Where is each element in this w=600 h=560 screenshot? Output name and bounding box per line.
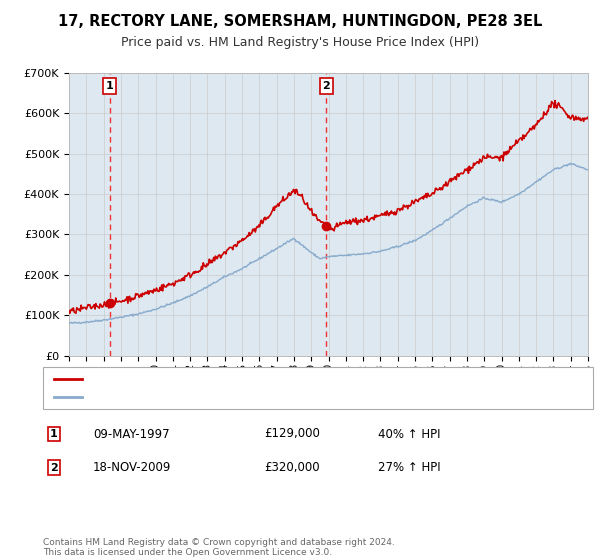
Text: Contains HM Land Registry data © Crown copyright and database right 2024.
This d: Contains HM Land Registry data © Crown c…	[43, 538, 395, 557]
Text: 2: 2	[323, 81, 330, 91]
Text: 2: 2	[50, 463, 58, 473]
Text: 17, RECTORY LANE, SOMERSHAM, HUNTINGDON, PE28 3EL: 17, RECTORY LANE, SOMERSHAM, HUNTINGDON,…	[58, 14, 542, 29]
Text: 1: 1	[106, 81, 114, 91]
Text: 40% ↑ HPI: 40% ↑ HPI	[378, 427, 440, 441]
Text: £320,000: £320,000	[264, 461, 320, 474]
Text: £129,000: £129,000	[264, 427, 320, 441]
Text: 1: 1	[50, 429, 58, 439]
Text: 17, RECTORY LANE, SOMERSHAM, HUNTINGDON, PE28 3EL (detached house): 17, RECTORY LANE, SOMERSHAM, HUNTINGDON,…	[89, 374, 520, 384]
Text: Price paid vs. HM Land Registry's House Price Index (HPI): Price paid vs. HM Land Registry's House …	[121, 36, 479, 49]
Text: 27% ↑ HPI: 27% ↑ HPI	[378, 461, 440, 474]
Text: HPI: Average price, detached house, Huntingdonshire: HPI: Average price, detached house, Hunt…	[89, 392, 388, 402]
Text: 18-NOV-2009: 18-NOV-2009	[93, 461, 172, 474]
Text: 09-MAY-1997: 09-MAY-1997	[93, 427, 170, 441]
